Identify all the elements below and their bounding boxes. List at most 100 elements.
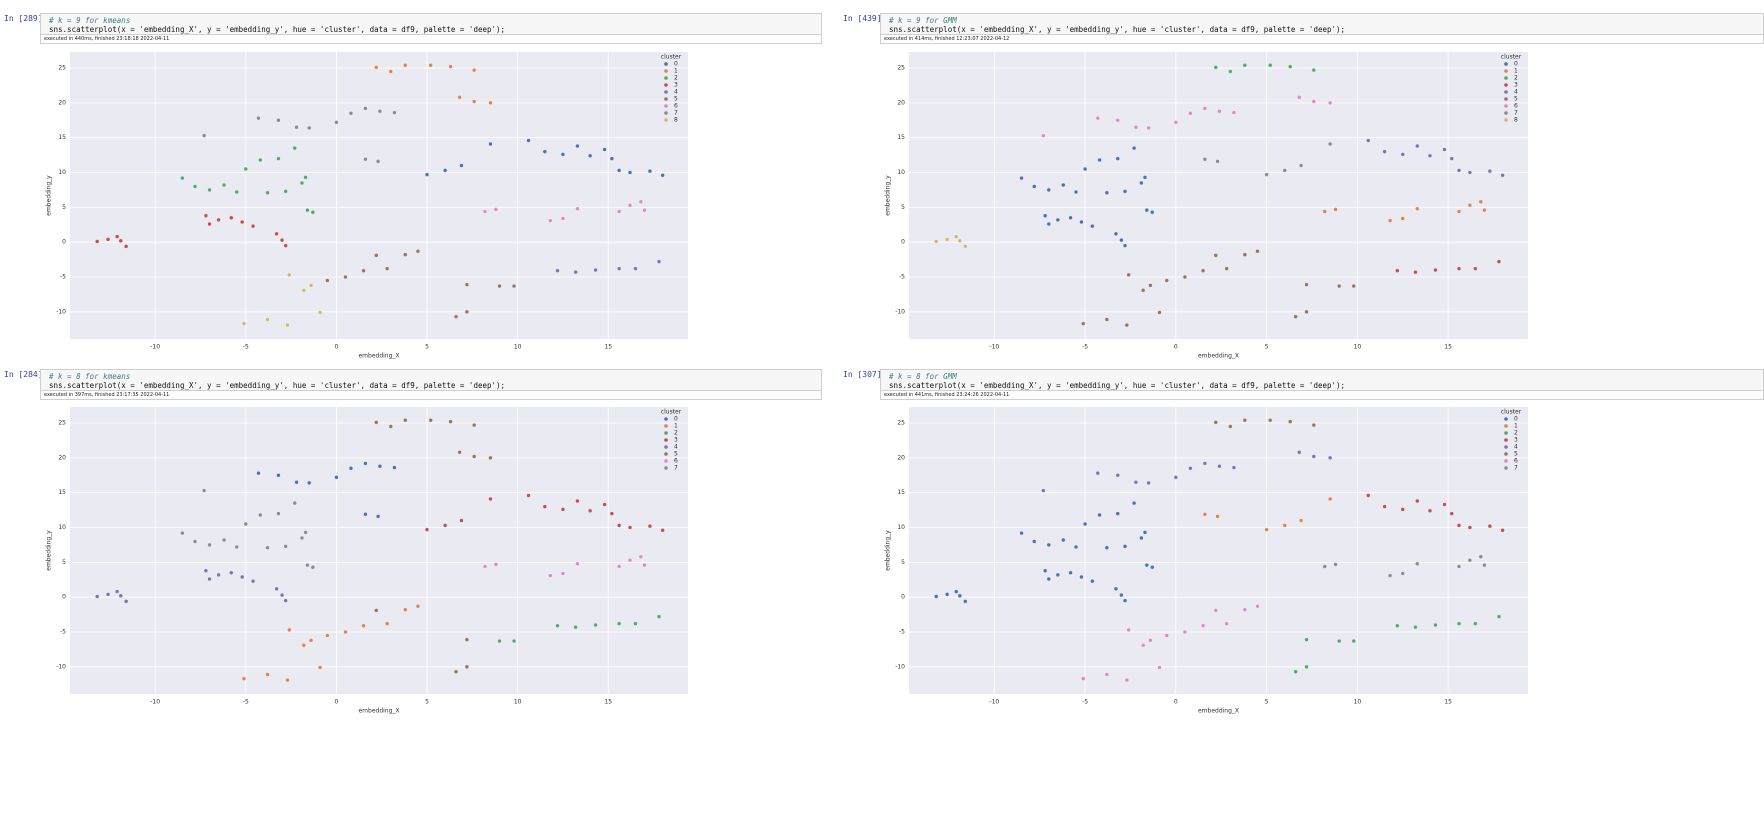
scatter-point (1202, 461, 1208, 466)
scatter-point (363, 461, 368, 466)
scatter-point (1304, 637, 1309, 642)
scatter-point (310, 210, 316, 215)
plot-area (70, 407, 688, 694)
legend-marker (664, 417, 668, 421)
scatter-point (1081, 676, 1086, 681)
x-tick-label: 10 (1354, 344, 1362, 351)
code-input[interactable]: # k = 9 for kmeans sns.scatterplot(x = 'e… (40, 13, 822, 35)
scatter-point (1042, 213, 1048, 218)
scatter-point (1366, 493, 1371, 498)
scatter-point (1311, 67, 1317, 73)
scatter-point (363, 512, 368, 517)
y-tick-label: -10 (56, 308, 66, 315)
legend-marker (1504, 83, 1508, 87)
scatter-point (258, 157, 263, 163)
scatter-point (448, 64, 453, 69)
scatter-point (276, 511, 281, 516)
scatter-point (1333, 562, 1338, 567)
scatter-point (1433, 267, 1438, 273)
scatter-point (1073, 189, 1079, 195)
scatter-point (616, 266, 622, 271)
legend-marker (1504, 118, 1508, 122)
scatter-point (1478, 554, 1484, 559)
x-tick-label: -5 (1082, 344, 1088, 351)
scatter-point (1188, 466, 1193, 471)
legend-marker (664, 424, 668, 428)
scatter-point (1496, 259, 1502, 264)
scatter-point (573, 269, 578, 275)
scatter-point (239, 574, 245, 580)
legend-marker (1504, 104, 1508, 108)
scatter-point (403, 418, 408, 423)
x-tick-label: -5 (243, 699, 249, 706)
legend-label: 8 (1514, 117, 1518, 124)
scatter-point (1122, 598, 1128, 603)
scatter-point (1090, 223, 1095, 229)
scatter-point (633, 621, 638, 626)
scatter-point (299, 180, 305, 186)
legend-label: 4 (674, 89, 678, 96)
scatter-point (457, 450, 462, 455)
scatter-point (374, 253, 379, 258)
x-axis-label: embedding_X (358, 708, 399, 715)
scatter-point (627, 558, 633, 563)
x-tick-label: 5 (425, 699, 429, 706)
scatter-point (285, 322, 290, 328)
scatter-point (334, 475, 339, 480)
legend-label: 7 (1514, 465, 1518, 472)
scatter-point (1400, 507, 1405, 512)
y-tick-label: 15 (58, 134, 66, 141)
scatter-point (1090, 578, 1095, 584)
code-input[interactable]: # k = 8 for GMM sns.scatterplot(x = 'embe… (880, 369, 1764, 391)
cell-prompt: In [289]: (4, 14, 48, 23)
scatter-point (1456, 266, 1462, 271)
legend-title: cluster (1501, 409, 1522, 416)
scatter-point (1148, 283, 1153, 288)
scatter-point (1482, 207, 1487, 213)
scatter-point (1082, 521, 1088, 527)
scatter-point (1333, 207, 1338, 212)
scatter-point (1055, 572, 1061, 578)
scatter-point (1082, 166, 1088, 172)
scatter-point (1140, 288, 1146, 293)
scatter-point (1327, 100, 1333, 106)
scatter-point (1061, 182, 1066, 188)
scatter-point (1182, 274, 1188, 280)
scatter-point (1400, 216, 1405, 221)
scatter-point (265, 317, 270, 322)
plot-area (909, 407, 1528, 694)
scatter-point (1115, 473, 1120, 478)
scatter-point (201, 133, 207, 138)
code-input[interactable]: # k = 9 for GMM sns.scatterplot(x = 'embe… (880, 13, 1764, 35)
code-input[interactable]: # k = 8 for kmeans sns.scatterplot(x = 'e… (40, 369, 822, 391)
scatter-point (627, 170, 633, 175)
scatter-point (1487, 168, 1493, 174)
legend-marker (664, 62, 668, 66)
scatter-point (1042, 568, 1048, 573)
x-tick-label: 10 (514, 344, 522, 351)
scatter-point (471, 99, 477, 104)
scatter-point (1282, 168, 1287, 173)
legend-marker (664, 83, 668, 87)
scatter-point (308, 283, 314, 288)
scatter-point (1449, 156, 1454, 161)
scatter-point (471, 454, 477, 459)
scatter-point (274, 231, 279, 237)
scatter-point (1415, 206, 1420, 211)
legend-label: 2 (674, 75, 678, 82)
cell-prompt: In [284]: (4, 370, 48, 379)
scatter-point (1395, 268, 1400, 273)
y-axis-label: embedding_y (885, 530, 892, 571)
scatter-point (656, 614, 662, 619)
code-comment: # k = 8 for GMM (889, 372, 957, 381)
scatter-point (287, 272, 292, 278)
scatter-point (944, 237, 950, 242)
scatter-point (1202, 512, 1208, 517)
legend-marker (1504, 466, 1508, 470)
scatter-point (256, 470, 261, 476)
scatter-point (415, 604, 421, 609)
legend-label: 5 (674, 451, 678, 458)
scatter-point (1150, 210, 1155, 215)
legend-label: 0 (674, 61, 678, 68)
scatter-point (1242, 63, 1248, 68)
